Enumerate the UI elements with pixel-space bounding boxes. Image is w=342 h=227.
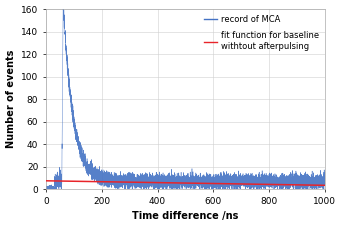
X-axis label: Time difference /ns: Time difference /ns	[132, 211, 239, 222]
Y-axis label: Number of events: Number of events	[5, 50, 15, 148]
Legend: record of MCA, fit function for baseline
withtout afterpulsing: record of MCA, fit function for baseline…	[203, 13, 321, 52]
